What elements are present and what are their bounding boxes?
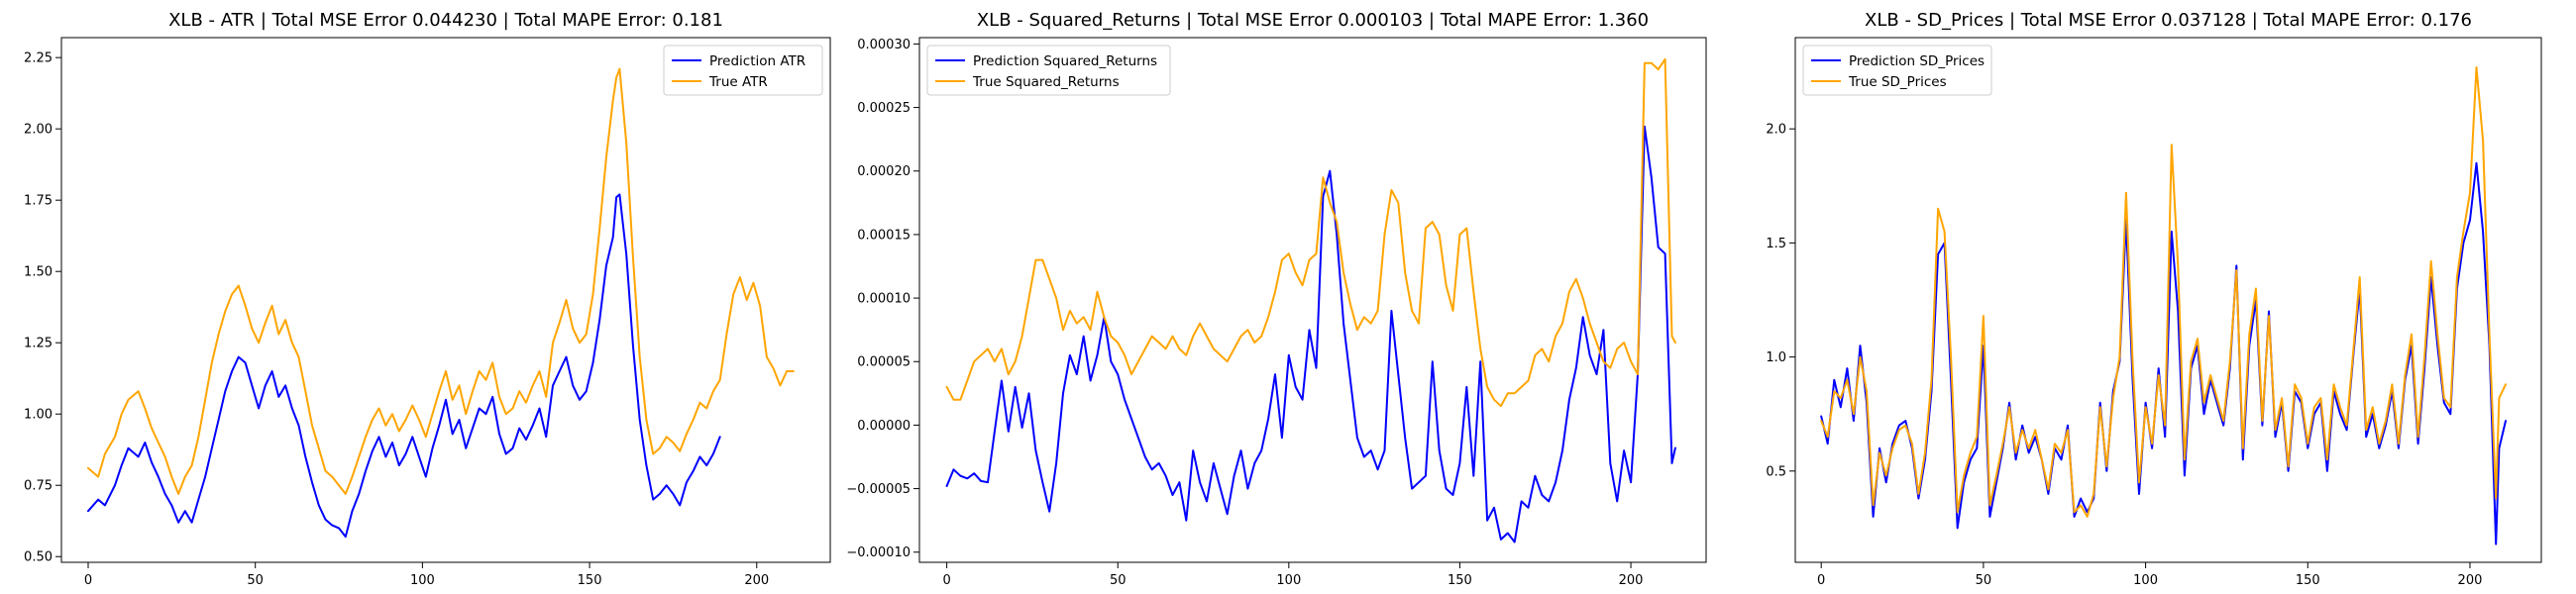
legend-label-prediction: Prediction Squared_Returns (973, 53, 1157, 69)
tick-layer: 0 50 100 150 200 0.50 0.75 1.00 1.25 1.50 1.75 2.00… (24, 51, 769, 588)
x-tick-label: 150 (578, 573, 602, 588)
tick-layer: 0 50 100 150 200 0.5 1.0 1.5 2.0 (1766, 123, 2482, 588)
y-tick-label: 0.00020 (857, 164, 911, 179)
legend-label-true: True Squared_Returns (972, 74, 1120, 90)
x-tick-label: 50 (1110, 573, 1127, 588)
chart-title: XLB - ATR | Total MSE Error 0.044230 | T… (168, 10, 723, 31)
y-tick-label: 0.5 (1766, 464, 1786, 479)
y-tick-label: 2.25 (24, 51, 53, 66)
y-tick-label: 0.00005 (857, 355, 911, 370)
y-tick-label: 0.00000 (857, 419, 911, 434)
x-tick-label: 0 (942, 573, 950, 588)
legend-box (663, 45, 823, 96)
x-tick-label: 100 (2133, 573, 2158, 588)
chart-title: XLB - SD_Prices | Total MSE Error 0.0371… (1865, 10, 2472, 31)
series-layer (87, 67, 795, 539)
y-tick-label: 0.00030 (857, 38, 911, 52)
y-tick-label: −0.00010 (846, 545, 911, 560)
true-series-line (945, 57, 1676, 408)
chart-panel-atr: XLB - ATR | Total MSE Error 0.044230 | T… (24, 10, 831, 588)
legend-box (926, 45, 1171, 96)
legend-label-true: True SD_Prices (1848, 74, 1947, 90)
legend: Prediction ATR True ATR (663, 45, 823, 96)
x-tick-label: 100 (410, 573, 435, 588)
prediction-series-line (945, 125, 1676, 544)
true-series-line (1820, 66, 2507, 518)
tick-layer: 0 50 100 150 200 −0.00010 −0.00005 0.00000 0.000… (846, 38, 1643, 588)
plot-frame (918, 37, 1707, 563)
y-tick-label: 1.00 (24, 408, 53, 423)
legend-label-true: True ATR (708, 74, 768, 90)
x-tick-label: 0 (84, 573, 92, 588)
x-tick-label: 50 (1976, 573, 1992, 588)
y-tick-label: 0.00025 (857, 101, 911, 116)
plot-frame (1794, 37, 2542, 563)
x-tick-label: 0 (1817, 573, 1825, 588)
x-tick-label: 200 (744, 573, 769, 588)
y-tick-label: 2.0 (1766, 123, 1786, 138)
true-series-line (87, 67, 795, 495)
x-tick-label: 150 (1448, 573, 1472, 588)
y-tick-label: 0.00010 (857, 292, 911, 307)
y-tick-label: 1.25 (24, 337, 53, 351)
y-tick-label: 2.00 (24, 123, 53, 138)
chart-panel-sd-prices: XLB - SD_Prices | Total MSE Error 0.0371… (1766, 10, 2542, 588)
legend-label-prediction: Prediction ATR (709, 53, 805, 69)
y-tick-label: −0.00005 (846, 482, 911, 497)
chart-title: XLB - Squared_Returns | Total MSE Error … (977, 10, 1649, 31)
legend-label-prediction: Prediction SD_Prices (1849, 53, 1985, 69)
x-tick-label: 100 (1276, 573, 1301, 588)
x-tick-label: 200 (1619, 573, 1644, 588)
legend-box (1802, 45, 1992, 96)
series-layer (1820, 66, 2507, 545)
y-tick-label: 1.0 (1766, 350, 1786, 365)
series-layer (945, 57, 1676, 544)
y-tick-label: 1.50 (24, 265, 53, 280)
y-tick-label: 1.5 (1766, 237, 1786, 251)
y-tick-label: 0.75 (24, 479, 53, 494)
y-tick-label: 0.00015 (857, 228, 911, 243)
y-tick-label: 1.75 (24, 194, 53, 209)
legend: Prediction Squared_Returns True Squared_… (926, 45, 1171, 96)
plot-frame (60, 37, 831, 563)
legend: Prediction SD_Prices True SD_Prices (1802, 45, 1992, 96)
prediction-series-line (87, 193, 721, 539)
x-tick-label: 50 (247, 573, 264, 588)
x-tick-label: 150 (2296, 573, 2320, 588)
y-tick-label: 0.50 (24, 550, 53, 565)
chart-panel-squared-returns: XLB - Squared_Returns | Total MSE Error … (846, 10, 1707, 588)
x-tick-label: 200 (2458, 573, 2483, 588)
